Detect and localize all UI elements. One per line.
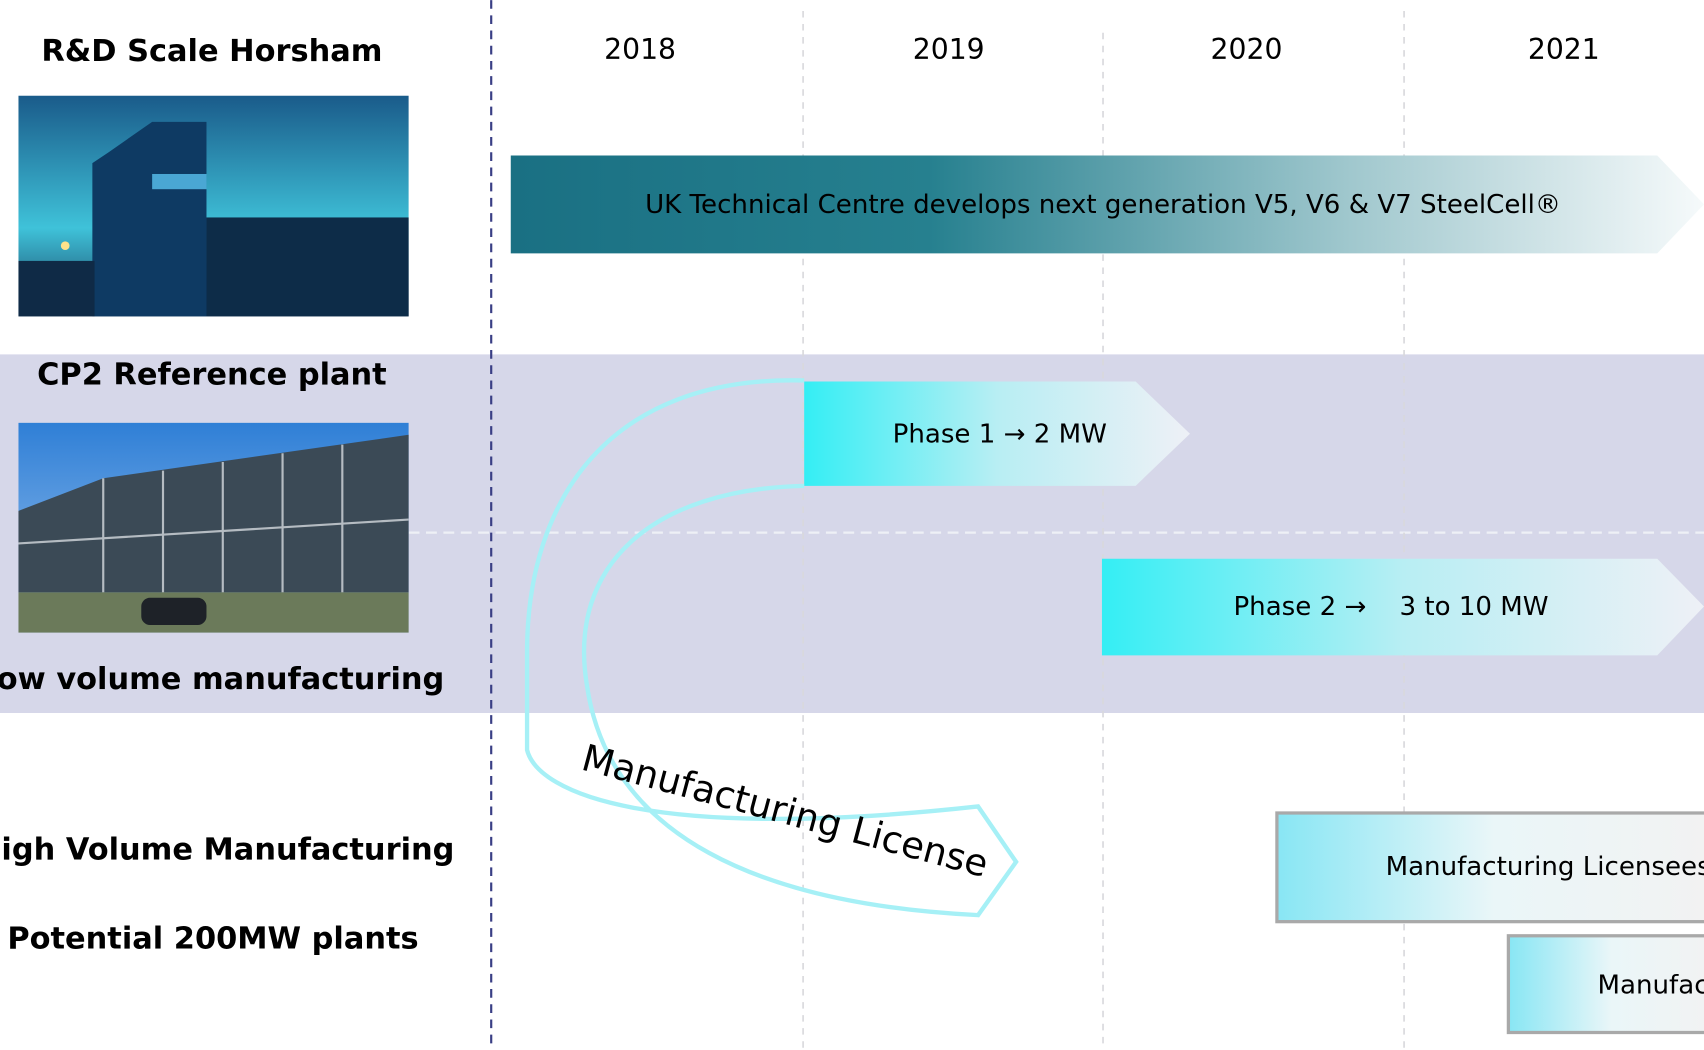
section-subtitle: Potential 200MW plants bbox=[7, 922, 418, 957]
year: 2021 bbox=[1528, 33, 1600, 66]
bar-label: Manufac bbox=[1598, 970, 1704, 1000]
year: 2020 bbox=[1211, 33, 1283, 66]
bar-label: UK Technical Centre develops next genera… bbox=[645, 190, 1561, 220]
photo-cp2-plant bbox=[18, 423, 408, 633]
section-subtitle: Low volume manufacturing bbox=[0, 662, 444, 697]
bar-label: Manufacturing Licensees bbox=[1386, 852, 1704, 882]
roadmap: 2018 2019 2020 2021 R&D Scale Horsham CP… bbox=[0, 0, 1704, 1050]
bar-label: Phase 1 → 2 MW bbox=[893, 419, 1107, 449]
section-title: R&D Scale Horsham bbox=[41, 34, 382, 69]
section-title: CP2 Reference plant bbox=[37, 358, 387, 393]
year: 2019 bbox=[913, 33, 985, 66]
year: 2018 bbox=[604, 33, 676, 66]
page: {"years": ["2018", "2019", "2020", "2021… bbox=[0, 0, 1704, 1050]
bar-label: Phase 2 → 3 to 10 MW bbox=[1233, 592, 1548, 622]
section-title: High Volume Manufacturing bbox=[0, 833, 454, 868]
photo-rd-centre bbox=[18, 96, 408, 317]
